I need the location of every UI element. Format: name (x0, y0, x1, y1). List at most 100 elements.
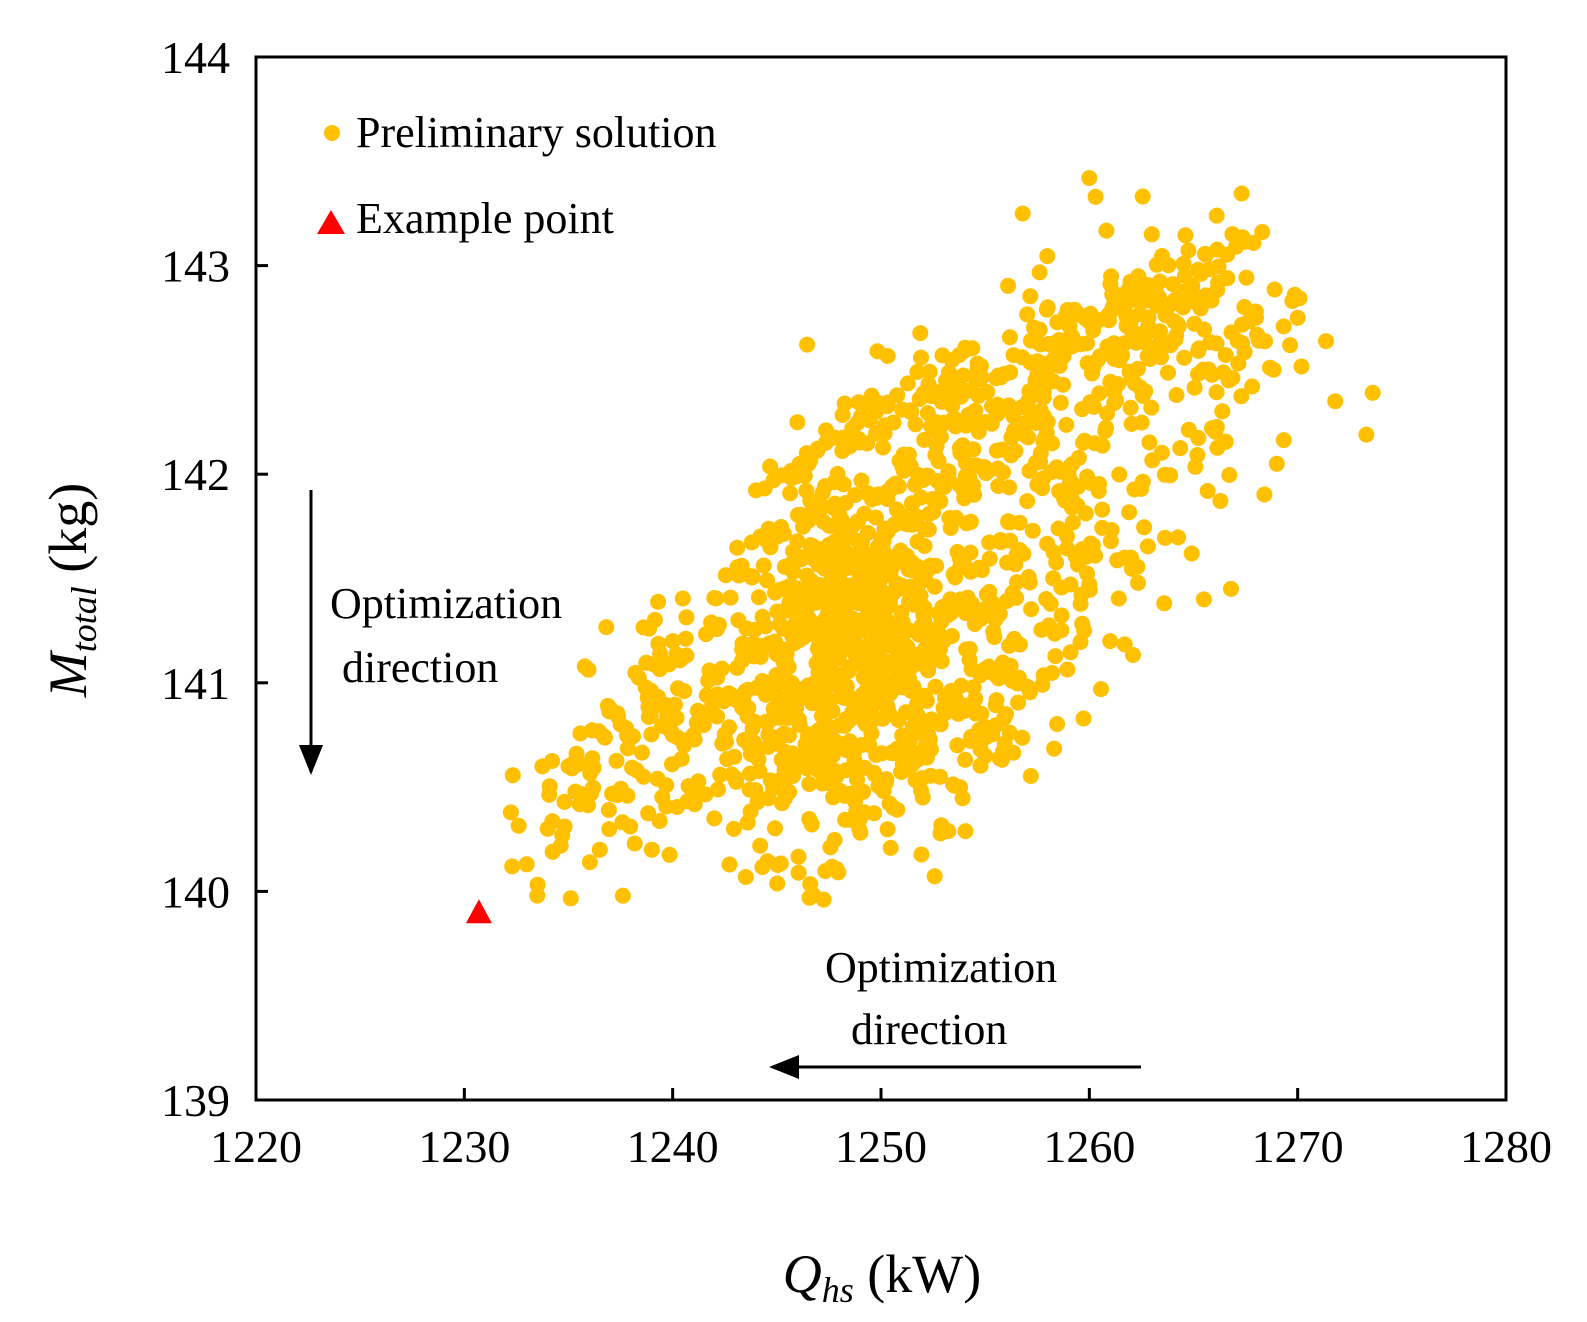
data-point (911, 390, 928, 407)
data-point (737, 683, 754, 700)
data-point (913, 349, 929, 366)
data-point (658, 777, 675, 794)
data-point (1176, 349, 1193, 366)
data-point (950, 705, 967, 722)
data-point (973, 358, 989, 374)
data-point (628, 762, 645, 779)
data-point (776, 558, 793, 575)
data-point (1110, 590, 1127, 607)
data-point (556, 793, 573, 810)
data-point (614, 814, 631, 831)
data-point (960, 406, 977, 423)
data-point (1099, 338, 1116, 355)
data-point (1008, 589, 1025, 606)
data-point (1053, 579, 1070, 596)
data-point (1233, 388, 1250, 405)
data-point (757, 618, 774, 635)
data-point (1282, 337, 1299, 354)
data-point (626, 835, 643, 852)
data-point (754, 673, 771, 689)
annotation-vertical-line1: Optimization (330, 579, 562, 628)
data-point (837, 811, 854, 828)
data-point (1217, 347, 1234, 363)
data-point (820, 591, 837, 608)
data-point (907, 416, 924, 433)
data-point (701, 662, 718, 679)
data-point (906, 510, 922, 527)
data-point (1055, 348, 1072, 365)
data-point (581, 854, 598, 871)
data-point (985, 623, 1002, 640)
data-point (891, 633, 908, 650)
data-point (1126, 481, 1143, 498)
data-point (1189, 447, 1206, 463)
data-point (796, 467, 813, 484)
data-point (903, 404, 919, 421)
data-point (859, 699, 875, 716)
data-point (835, 476, 852, 493)
data-point (1241, 313, 1257, 330)
data-point (1172, 440, 1189, 457)
data-point (708, 590, 725, 607)
data-point (1011, 673, 1028, 690)
data-point (608, 752, 625, 769)
data-point (853, 472, 870, 489)
data-point (755, 557, 772, 574)
annotation-vertical-direction: Optimization direction (299, 490, 562, 775)
x-tick-label: 1240 (627, 1121, 719, 1172)
data-point (596, 729, 613, 746)
data-point (877, 618, 894, 635)
data-point (1064, 456, 1081, 472)
data-point (1219, 270, 1236, 287)
data-point (962, 733, 979, 749)
data-point (541, 786, 558, 803)
data-point (929, 384, 946, 401)
data-point (801, 575, 818, 591)
data-point (510, 817, 527, 834)
data-point (867, 657, 883, 674)
data-point (1040, 336, 1057, 352)
data-point (878, 774, 894, 791)
data-point (789, 533, 806, 550)
data-point (904, 495, 920, 512)
data-point (1108, 392, 1125, 409)
data-point (1109, 350, 1126, 367)
data-point (664, 756, 680, 773)
data-point (651, 813, 668, 829)
data-point (874, 686, 891, 703)
data-point (1238, 269, 1255, 286)
data-point (1019, 306, 1036, 323)
data-point (790, 848, 807, 865)
data-point (710, 781, 726, 798)
data-point (771, 616, 788, 633)
data-point (847, 691, 864, 708)
data-point (776, 602, 793, 619)
data-point (882, 839, 899, 856)
data-point (1066, 301, 1083, 318)
data-point (1056, 492, 1073, 509)
data-point (765, 525, 782, 542)
data-point (1156, 466, 1173, 483)
data-point (552, 837, 569, 854)
data-point (742, 765, 758, 782)
y-tick-label: 143 (161, 241, 230, 292)
y-axis-symbol: M (38, 649, 98, 698)
data-point (1187, 458, 1204, 475)
y-tick-label: 141 (161, 658, 230, 709)
data-point (1187, 294, 1204, 311)
data-point (805, 546, 822, 563)
annotation-vertical-line2: direction (342, 643, 498, 692)
data-point (1058, 416, 1075, 433)
data-point (895, 446, 912, 463)
data-point (861, 412, 878, 429)
data-point (850, 548, 867, 565)
data-point (904, 718, 921, 735)
data-point (992, 534, 1009, 551)
data-point (1157, 529, 1173, 546)
data-point (972, 757, 989, 774)
data-point (1254, 224, 1271, 240)
data-point (914, 770, 931, 787)
data-point (1233, 185, 1250, 202)
data-point (717, 567, 734, 584)
data-point (1196, 321, 1213, 338)
